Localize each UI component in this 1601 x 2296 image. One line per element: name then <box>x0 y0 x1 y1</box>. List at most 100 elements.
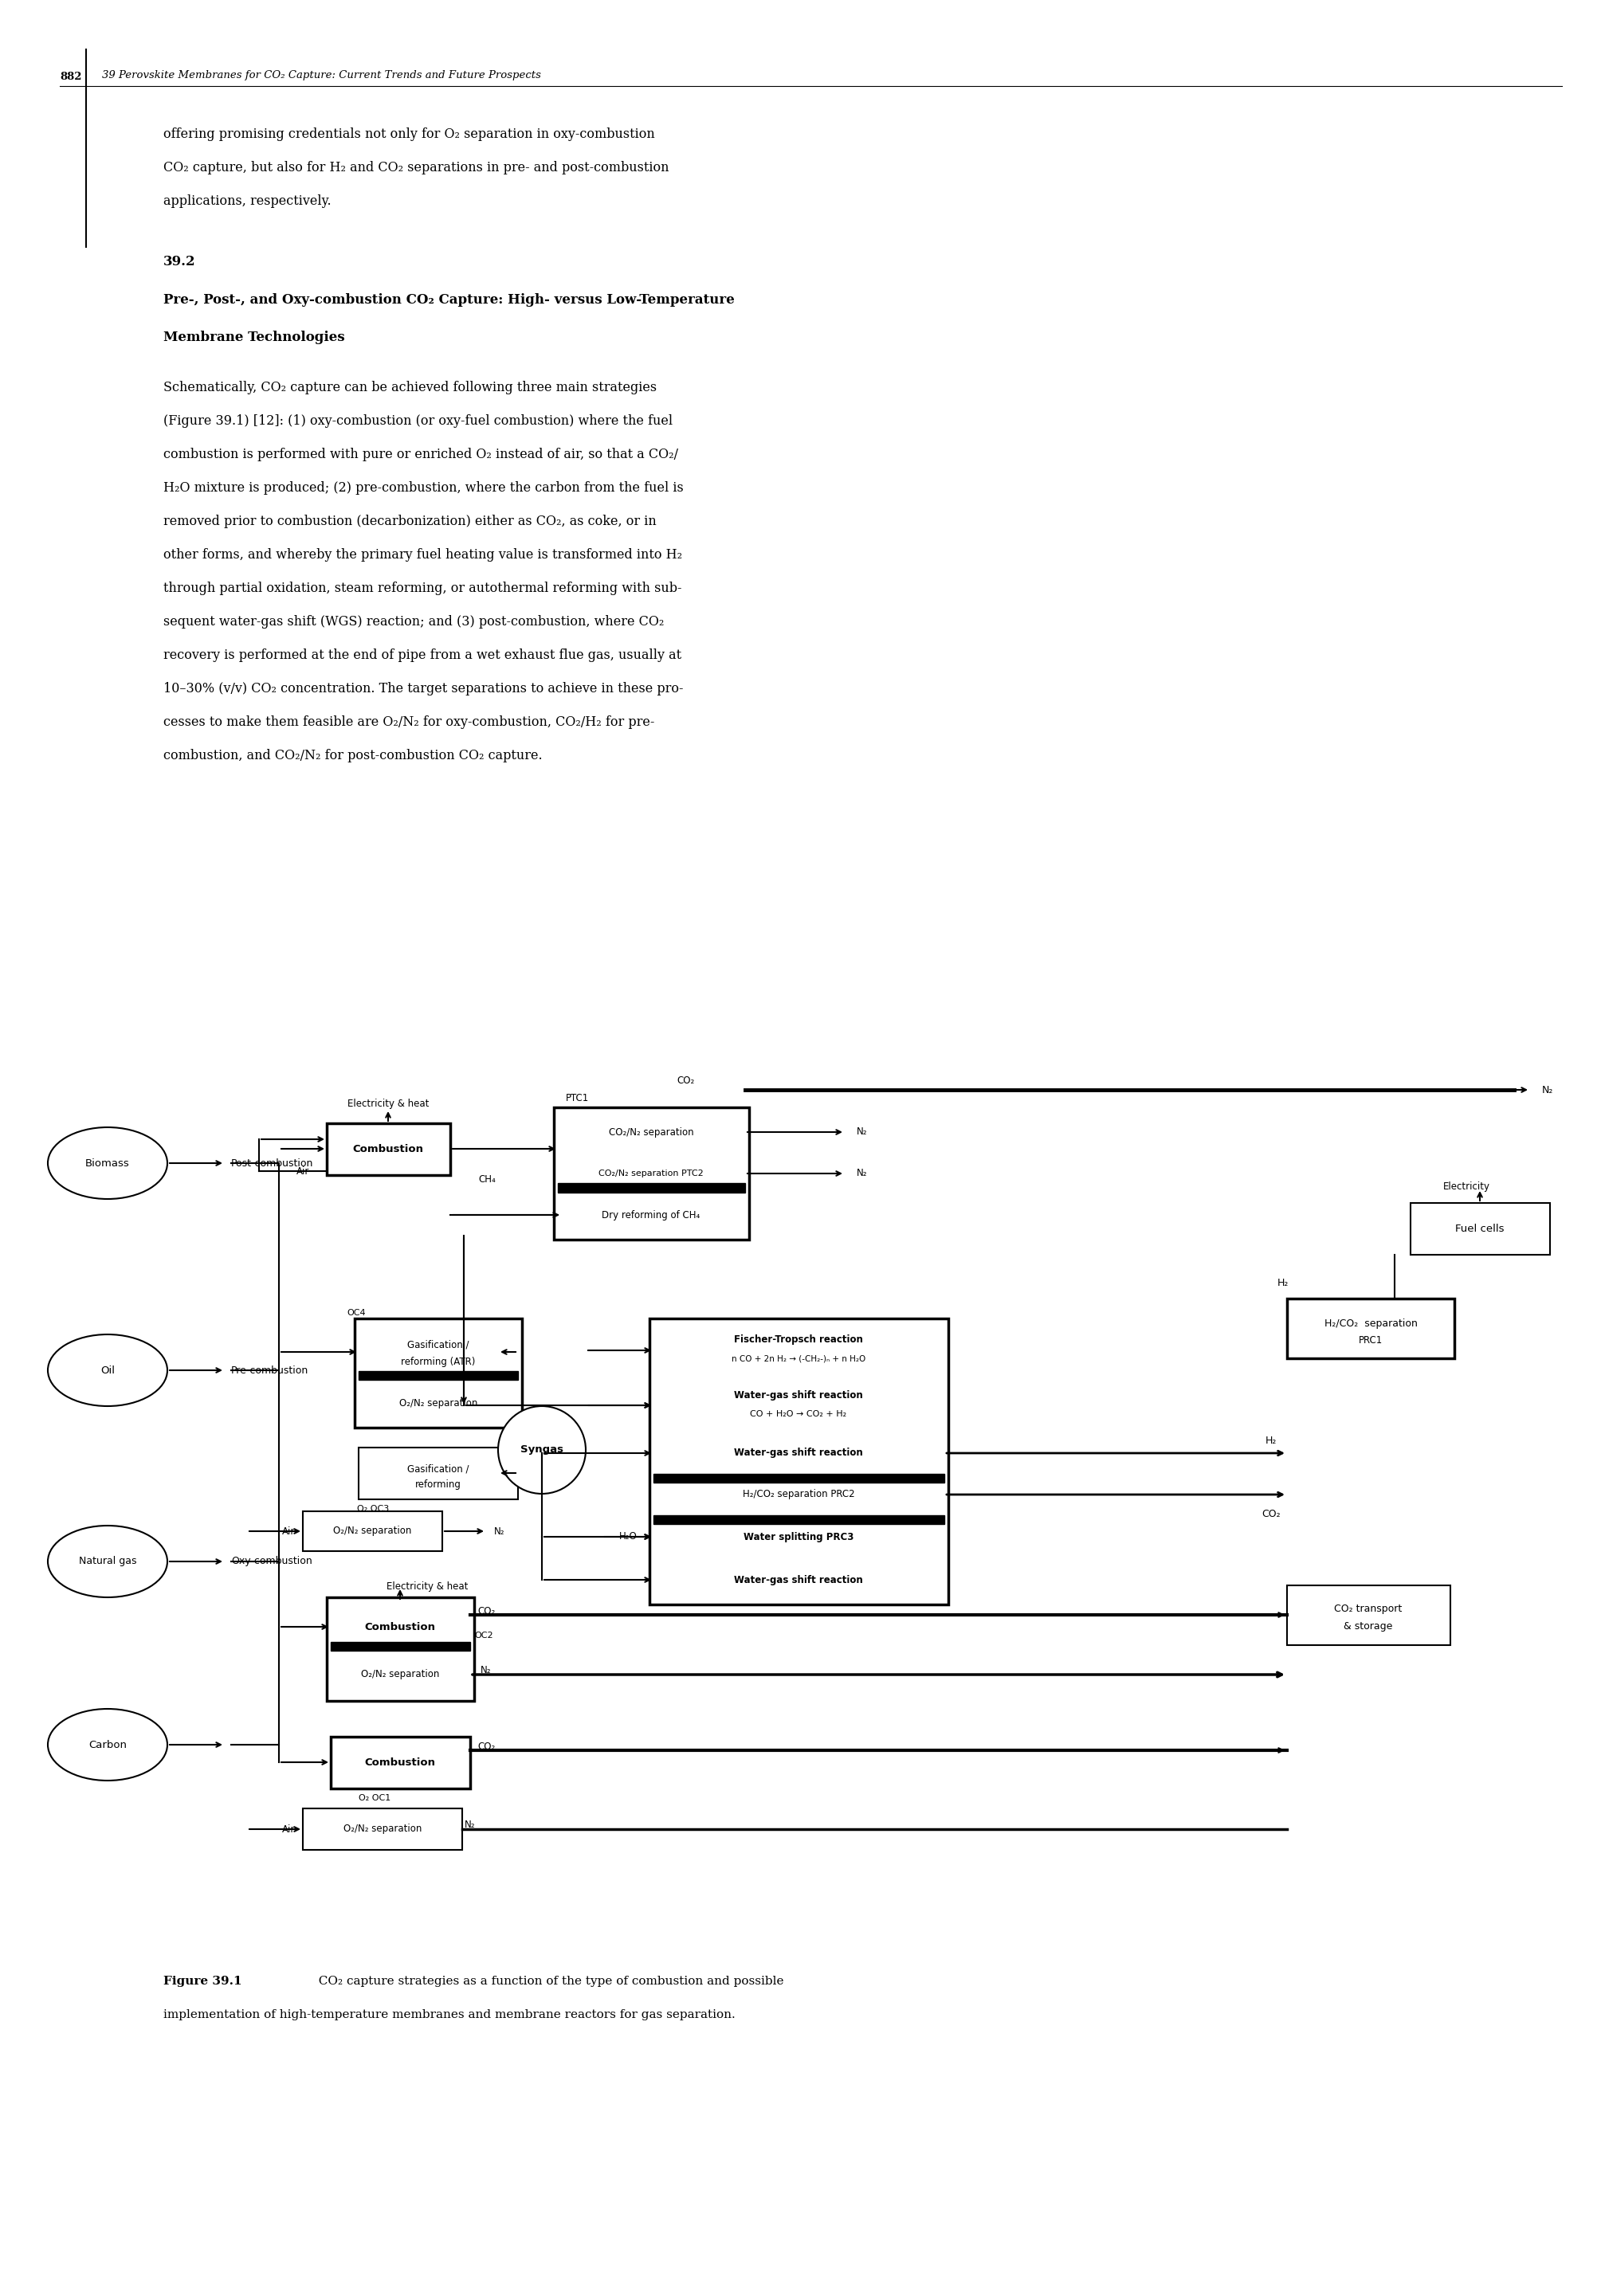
Text: Water-gas shift reaction: Water-gas shift reaction <box>733 1391 863 1401</box>
Text: O₂/N₂ separation: O₂/N₂ separation <box>399 1398 477 1407</box>
Text: N₂: N₂ <box>464 1821 475 1830</box>
Text: Fuel cells: Fuel cells <box>1455 1224 1505 1233</box>
Text: Biomass: Biomass <box>85 1157 130 1169</box>
Bar <box>331 1653 471 1697</box>
Text: Air: Air <box>296 1166 309 1176</box>
Text: Combustion: Combustion <box>365 1756 435 1768</box>
Text: sequent water-gas shift (WGS) reaction; and (3) post-combustion, where CO₂: sequent water-gas shift (WGS) reaction; … <box>163 615 664 629</box>
Text: combustion, and CO₂/N₂ for post-combustion CO₂ capture.: combustion, and CO₂/N₂ for post-combusti… <box>163 748 543 762</box>
Bar <box>1287 1584 1451 1646</box>
Text: OC2: OC2 <box>474 1632 493 1639</box>
Text: through partial oxidation, steam reforming, or autothermal reforming with sub-: through partial oxidation, steam reformi… <box>163 581 682 595</box>
Text: Air: Air <box>282 1823 295 1835</box>
Text: Combustion: Combustion <box>352 1143 424 1155</box>
Text: Pre-, Post-, and Oxy-combustion CO₂ Capture: High- versus Low-Temperature: Pre-, Post-, and Oxy-combustion CO₂ Capt… <box>163 294 735 308</box>
Text: offering promising credentials not only for O₂ separation in oxy-combustion: offering promising credentials not only … <box>163 129 655 140</box>
Text: Membrane Technologies: Membrane Technologies <box>163 331 344 344</box>
Ellipse shape <box>48 1525 168 1598</box>
Text: (Figure 39.1) [12]: (1) oxy-combustion (or oxy-fuel combustion) where the fuel: (Figure 39.1) [12]: (1) oxy-combustion (… <box>163 413 672 427</box>
Text: O₂/N₂ separation: O₂/N₂ separation <box>360 1669 439 1681</box>
Bar <box>653 1433 945 1474</box>
Text: 10–30% (v/v) CO₂ concentration. The target separations to achieve in these pro-: 10–30% (v/v) CO₂ concentration. The targ… <box>163 682 684 696</box>
Text: recovery is performed at the end of pipe from a wet exhaust flue gas, usually at: recovery is performed at the end of pipe… <box>163 647 682 661</box>
Text: Air: Air <box>282 1527 295 1536</box>
Bar <box>359 1382 519 1424</box>
Text: Water-gas shift reaction: Water-gas shift reaction <box>733 1575 863 1584</box>
Text: O₂/N₂ separation: O₂/N₂ separation <box>343 1823 421 1835</box>
Text: implementation of high-temperature membranes and membrane reactors for gas separ: implementation of high-temperature membr… <box>163 2009 735 2020</box>
Text: combustion is performed with pure or enriched O₂ instead of air, so that a CO₂/: combustion is performed with pure or enr… <box>163 448 679 461</box>
Bar <box>1410 1203 1550 1254</box>
Text: CO₂ transport: CO₂ transport <box>1334 1605 1402 1614</box>
Text: CO₂: CO₂ <box>1262 1508 1281 1520</box>
Bar <box>653 1515 945 1525</box>
Text: Gasification /: Gasification / <box>407 1465 469 1474</box>
Text: O₂ OC3: O₂ OC3 <box>357 1504 389 1513</box>
Text: Electricity & heat: Electricity & heat <box>386 1582 467 1591</box>
Bar <box>653 1474 945 1515</box>
Text: Fischer-Tropsch reaction: Fischer-Tropsch reaction <box>733 1334 863 1345</box>
Text: PRC1: PRC1 <box>1359 1334 1383 1345</box>
Bar <box>554 1107 749 1240</box>
Text: CO₂: CO₂ <box>677 1075 695 1086</box>
Text: N₂: N₂ <box>495 1527 504 1536</box>
Bar <box>557 1182 744 1192</box>
Text: Syngas: Syngas <box>520 1444 564 1456</box>
Text: H₂: H₂ <box>1278 1277 1289 1288</box>
Text: N₂: N₂ <box>857 1127 868 1137</box>
Bar <box>359 1371 519 1380</box>
Text: CO₂/N₂ separation: CO₂/N₂ separation <box>608 1127 693 1137</box>
Text: OC4: OC4 <box>347 1309 365 1318</box>
Text: CO₂: CO₂ <box>477 1740 495 1752</box>
Text: applications, respectively.: applications, respectively. <box>163 195 331 209</box>
Text: Electricity & heat: Electricity & heat <box>347 1097 429 1109</box>
Ellipse shape <box>48 1127 168 1199</box>
Bar <box>653 1322 945 1378</box>
Text: Oxy-combustion: Oxy-combustion <box>231 1557 312 1566</box>
Bar <box>557 1194 744 1235</box>
Text: 39 Perovskite Membranes for CO₂ Capture: Current Trends and Future Prospects: 39 Perovskite Membranes for CO₂ Capture:… <box>102 71 541 80</box>
Text: Oil: Oil <box>101 1366 115 1375</box>
Text: 882: 882 <box>59 71 82 83</box>
Bar <box>557 1153 744 1194</box>
Text: N₂: N₂ <box>1542 1084 1553 1095</box>
Text: N₂: N₂ <box>480 1665 492 1676</box>
Text: Electricity: Electricity <box>1443 1182 1491 1192</box>
Text: Combustion: Combustion <box>365 1621 435 1632</box>
Text: 39.2: 39.2 <box>163 255 195 269</box>
Ellipse shape <box>48 1334 168 1405</box>
Text: Gasification /: Gasification / <box>407 1339 469 1350</box>
Text: N₂: N₂ <box>857 1169 868 1178</box>
Bar <box>653 1515 945 1559</box>
Text: O₂ OC1: O₂ OC1 <box>359 1793 391 1802</box>
Text: removed prior to combustion (decarbonization) either as CO₂, as coke, or in: removed prior to combustion (decarboniza… <box>163 514 656 528</box>
Text: Schematically, CO₂ capture can be achieved following three main strategies: Schematically, CO₂ capture can be achiev… <box>163 381 656 395</box>
Bar <box>359 1446 519 1499</box>
Text: Pre-combustion: Pre-combustion <box>231 1366 309 1375</box>
Text: Dry reforming of CH₄: Dry reforming of CH₄ <box>602 1210 700 1219</box>
Text: n CO + 2n H₂ → (-CH₂-)ₙ + n H₂O: n CO + 2n H₂ → (-CH₂-)ₙ + n H₂O <box>732 1355 866 1364</box>
Text: CO₂: CO₂ <box>477 1605 495 1616</box>
Text: & storage: & storage <box>1343 1621 1393 1632</box>
Text: other forms, and whereby the primary fuel heating value is transformed into H₂: other forms, and whereby the primary fue… <box>163 549 682 563</box>
Text: Water splitting PRC3: Water splitting PRC3 <box>743 1531 853 1543</box>
Text: CO + H₂O → CO₂ + H₂: CO + H₂O → CO₂ + H₂ <box>751 1410 847 1419</box>
Text: CH₄: CH₄ <box>479 1173 495 1185</box>
Bar <box>653 1559 945 1600</box>
Text: H₂O mixture is produced; (2) pre-combustion, where the carbon from the fuel is: H₂O mixture is produced; (2) pre-combust… <box>163 482 684 494</box>
Text: CO₂/N₂ separation PTC2: CO₂/N₂ separation PTC2 <box>599 1169 703 1178</box>
Bar <box>327 1123 450 1176</box>
Ellipse shape <box>498 1405 586 1495</box>
Text: H₂/CO₂ separation PRC2: H₂/CO₂ separation PRC2 <box>743 1490 855 1499</box>
Text: Carbon: Carbon <box>88 1740 126 1750</box>
Bar <box>331 1642 471 1651</box>
Text: Natural gas: Natural gas <box>78 1557 136 1566</box>
Ellipse shape <box>48 1708 168 1782</box>
Text: H₂O: H₂O <box>620 1531 637 1543</box>
Bar <box>359 1322 519 1382</box>
Bar <box>1287 1300 1454 1359</box>
Text: H₂: H₂ <box>1265 1435 1278 1446</box>
Text: CO₂ capture, but also for H₂ and CO₂ separations in pre- and post-combustion: CO₂ capture, but also for H₂ and CO₂ sep… <box>163 161 669 174</box>
Bar <box>355 1318 522 1428</box>
Text: Post-combustion: Post-combustion <box>231 1157 314 1169</box>
